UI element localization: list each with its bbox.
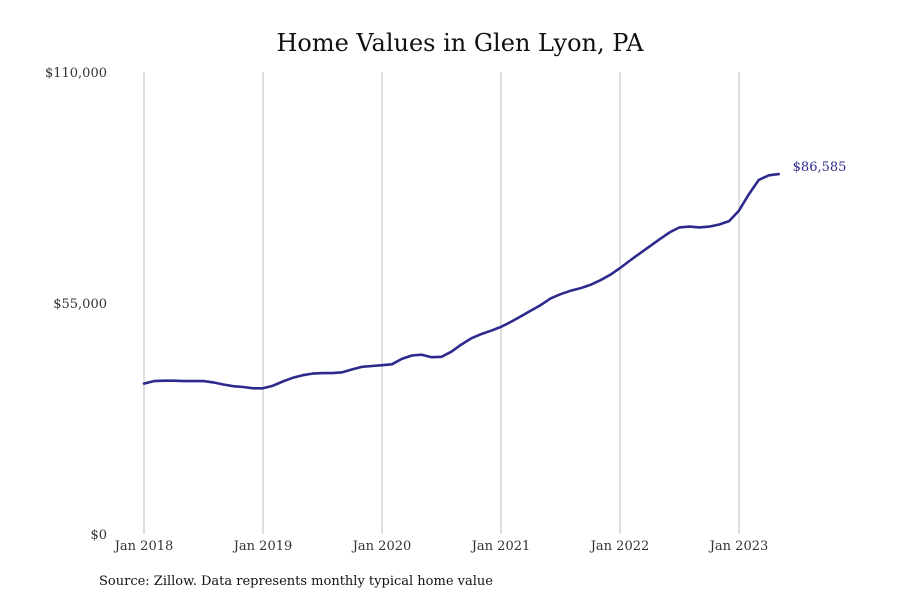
x-tick-label: Jan 2020	[351, 539, 412, 554]
x-tick-label: Jan 2023	[708, 539, 769, 554]
source-note: Source: Zillow. Data represents monthly …	[99, 574, 493, 589]
y-tick-label: $55,000	[53, 297, 107, 312]
end-value-label: $86,585	[793, 160, 847, 175]
x-tick-label: Jan 2021	[470, 539, 531, 554]
y-tick-label: $110,000	[45, 66, 107, 81]
x-tick-label: Jan 2022	[589, 539, 650, 554]
x-tick-label: Jan 2018	[113, 539, 174, 554]
y-tick-label: $0	[90, 528, 107, 543]
vertical-grid	[143, 72, 740, 534]
y-axis-ticks: $0 $55,000 $110,000	[45, 66, 107, 543]
chart-title: Home Values in Glen Lyon, PA	[276, 29, 644, 57]
series-line	[142, 172, 780, 390]
x-axis-ticks: Jan 2018 Jan 2019 Jan 2020 Jan 2021 Jan 2022…	[113, 539, 769, 554]
x-tick-label: Jan 2019	[232, 539, 293, 554]
